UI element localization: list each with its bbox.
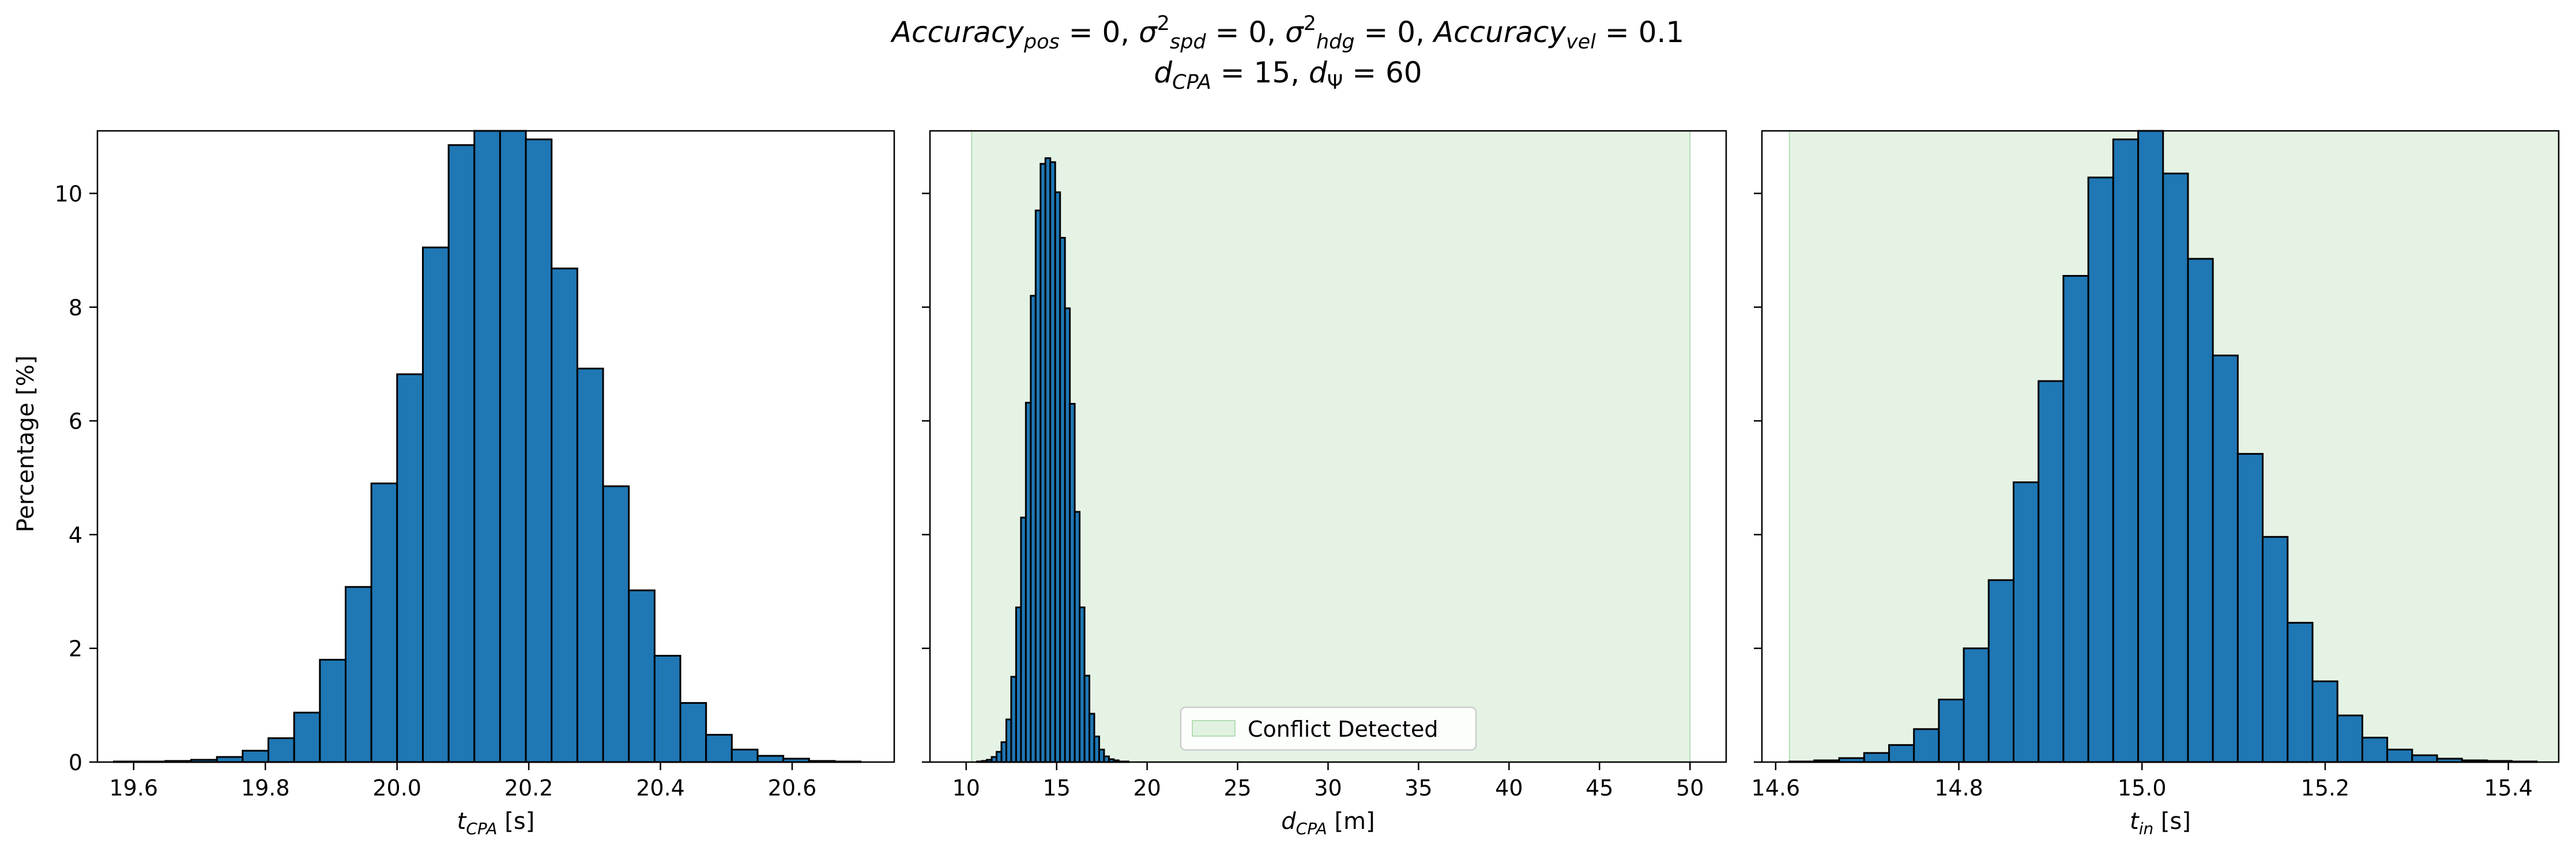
x-tick-label: 15.4: [2484, 775, 2533, 801]
histogram-bar: [2262, 536, 2289, 763]
y-axis-label: Percentage [%]: [13, 356, 39, 533]
x-tick-label: 20.2: [504, 775, 553, 801]
histogram-bar: [602, 485, 630, 763]
histogram-bar: [421, 246, 450, 763]
x-tick-label: 20.0: [372, 775, 421, 801]
x-tick-label: 10: [952, 775, 980, 801]
histogram-bar: [628, 589, 656, 763]
conflict-detected-region: [971, 130, 1691, 763]
histogram-bar: [2212, 355, 2239, 763]
x-tick-label: 19.6: [110, 775, 159, 801]
x-tick-label: 20.6: [768, 775, 817, 801]
legend-swatch: [1192, 720, 1236, 737]
histogram-bar: [2038, 380, 2065, 763]
histogram-bar: [396, 373, 424, 763]
histogram-bar: [319, 658, 347, 763]
y-tick-label: 10: [55, 182, 82, 207]
histogram-bar: [1888, 744, 1915, 763]
x-tick-label: 20.4: [636, 775, 685, 801]
axes-frame: [96, 130, 895, 763]
y-tick-label: 0: [69, 750, 82, 775]
histogram-bar: [1987, 579, 2015, 763]
histogram-bar: [242, 749, 270, 763]
histogram-bar: [1963, 647, 1990, 763]
histogram-bar: [2287, 621, 2314, 763]
histogram-bar: [679, 702, 707, 763]
legend-box: [1180, 706, 1477, 751]
histogram-bar: [344, 586, 372, 763]
histogram-bar: [268, 737, 295, 763]
histogram-panel-tin: 14.6 14.8 15.0 15.2 15.4 tin​ [s]: [1752, 130, 2560, 838]
legend-label: Conflict Detected: [1248, 717, 1438, 742]
histogram-bar: [653, 655, 681, 763]
x-axis-label: tin​ [s]: [2130, 808, 2191, 838]
histogram-panel-dcpa: 10 15 20 25 30 35 40 45 50 dCPA​ [m] Conflict Dete…: [922, 130, 1727, 838]
axes-frame: [1761, 130, 2560, 763]
histogram-bar: [2336, 714, 2363, 763]
x-tick-label: 15.0: [2118, 775, 2167, 801]
x-tick-label: 40: [1495, 775, 1523, 801]
x-tick-label: 45: [1585, 775, 1613, 801]
histogram-bar: [1863, 752, 1890, 763]
x-tick-label: 50: [1676, 775, 1704, 801]
histogram-bar: [551, 267, 578, 763]
legend: Conflict Detected: [1180, 706, 1477, 751]
histogram-bar: [1913, 728, 1940, 763]
histogram-bar: [2013, 481, 2040, 763]
histogram-bar: [2062, 275, 2089, 763]
histogram-bar: [2112, 138, 2140, 763]
x-tick-label: 25: [1223, 775, 1251, 801]
y-tick-label: 6: [69, 409, 82, 434]
histogram-bar: [447, 144, 476, 763]
histogram-bar: [370, 482, 398, 763]
x-axis-label: tCPA​ [s]: [457, 808, 535, 838]
histogram-bar: [216, 756, 244, 763]
histogram-bar: [730, 748, 759, 763]
histogram-bar: [576, 367, 604, 763]
figure-title-line-2: dCPA​ = 15, dΨ​ = 60: [1154, 56, 1422, 94]
histogram-bar: [2361, 737, 2389, 763]
histogram-bar: [2311, 680, 2338, 763]
histogram-bar: [2162, 172, 2189, 763]
histogram-bar: [2137, 130, 2164, 763]
histogram-bar: [2187, 258, 2214, 763]
histogram-bar: [1938, 698, 1965, 763]
figure-title-line-1: Accuracypos​ = 0, σ2​spd​ = 0, σ2​hdg​ =…: [890, 12, 1684, 54]
histogram-bar: [2386, 748, 2413, 763]
histogram-bar: [705, 734, 733, 763]
x-tick-label: 14.8: [1934, 775, 1983, 801]
histogram-panel-tcpa: 19.6 19.8 20.0 20.2 20.4 20.6 0 2 4 6 8 10 tCPA​ [s]: [55, 130, 895, 838]
histogram-bar: [2411, 754, 2438, 763]
histogram-bar: [2236, 453, 2264, 763]
y-tick-label: 4: [69, 522, 82, 548]
x-tick-label: 19.8: [241, 775, 290, 801]
y-tick-label: 8: [69, 295, 82, 321]
x-tick-label: 15: [1043, 775, 1071, 801]
histogram-bar: [473, 130, 501, 763]
x-tick-label: 30: [1314, 775, 1342, 801]
x-tick-label: 14.6: [1752, 775, 1801, 801]
histogram-bar: [756, 755, 785, 763]
x-tick-label: 35: [1404, 775, 1432, 801]
x-tick-label: 20: [1133, 775, 1161, 801]
y-tick-label: 2: [69, 636, 82, 662]
x-axis-label: dCPA​ [m]: [1281, 808, 1374, 838]
histogram-bar: [2087, 176, 2114, 763]
histogram-bar: [525, 138, 553, 763]
x-tick-label: 15.2: [2301, 775, 2350, 801]
histogram-bar: [499, 130, 527, 763]
histogram-bar: [293, 711, 321, 763]
